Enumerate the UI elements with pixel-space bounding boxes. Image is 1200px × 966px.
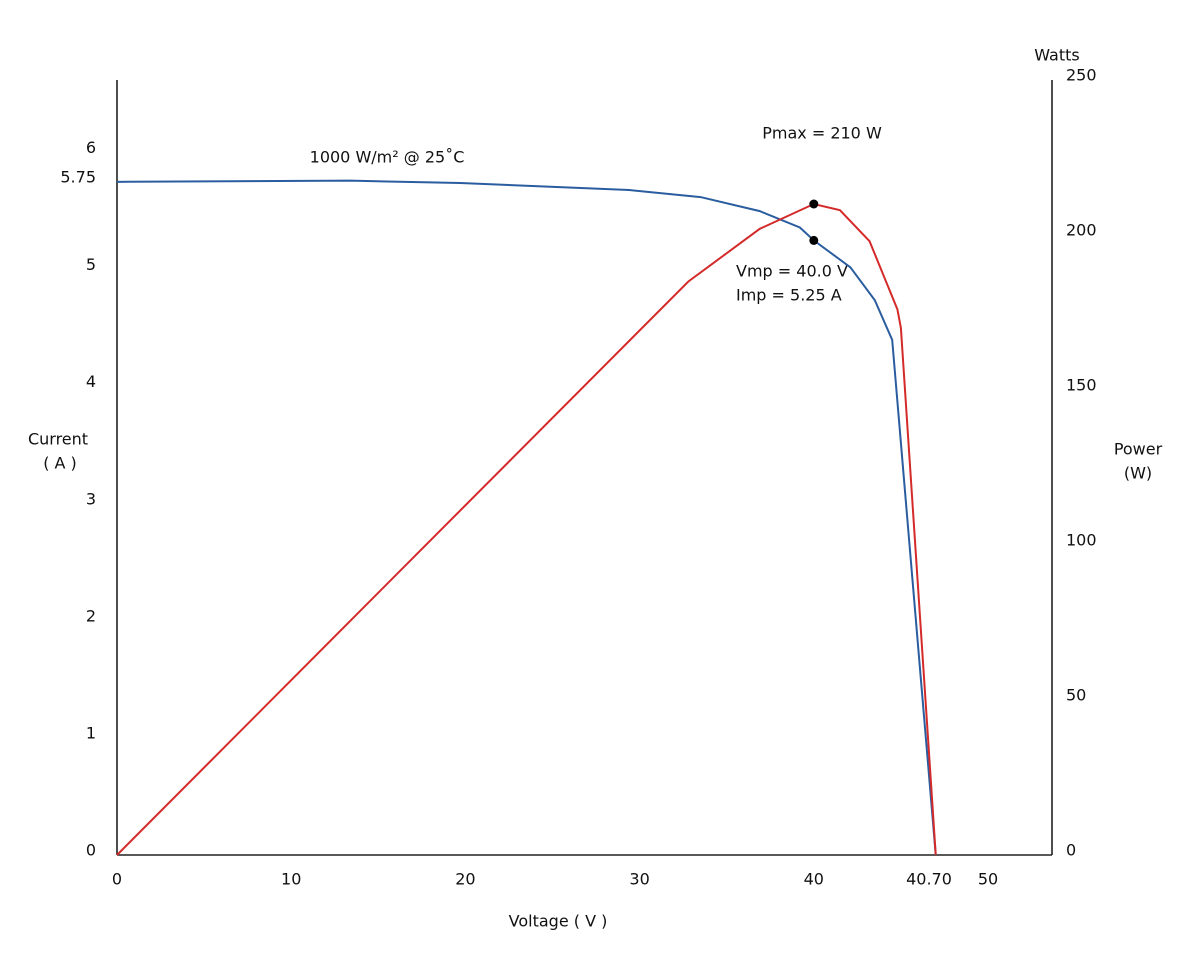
y2-tick-label: 150 — [1066, 376, 1097, 395]
x-tick-label: 50 — [978, 870, 998, 889]
x-axis-label: Voltage ( V ) — [509, 912, 608, 931]
series-line — [116, 202, 937, 856]
y-tick-label: 4 — [86, 372, 96, 391]
voc-label: 40.70 — [906, 870, 952, 889]
annotation: 1000 W/m² @ 25˚C — [310, 148, 465, 167]
y-tick-label: 0 — [86, 841, 96, 860]
max-power-point — [809, 199, 819, 209]
x-tick-label: 0 — [112, 870, 122, 889]
y2-tick-label: 250 — [1066, 66, 1097, 85]
y2-tick-label: 100 — [1066, 531, 1097, 550]
x-tick-label: 20 — [455, 870, 475, 889]
series-line — [116, 179, 937, 856]
y2-tick-label: 50 — [1066, 686, 1086, 705]
annotation: Vmp = 40.0 V — [736, 262, 848, 281]
y2-axis-title: Watts — [1034, 46, 1079, 65]
y2-tick-label: 200 — [1066, 221, 1097, 240]
y-tick-label: 5.75 — [60, 167, 96, 186]
y-tick-label: 5 — [86, 255, 96, 274]
annotation: Pmax = 210 W — [762, 124, 882, 143]
y2-axis-label: Power — [1114, 440, 1163, 459]
y2-tick-label: 0 — [1066, 841, 1076, 860]
max-power-point — [809, 235, 819, 245]
y2-axis-label: (W) — [1124, 464, 1152, 483]
x-tick-label: 30 — [629, 870, 649, 889]
annotation: Imp = 5.25 A — [736, 286, 842, 305]
x-tick-label: 10 — [281, 870, 301, 889]
x-tick-label: 40 — [804, 870, 824, 889]
y-tick-label: 3 — [86, 489, 96, 508]
y-axis-label: Current — [28, 430, 88, 449]
y-tick-label: 6 — [86, 138, 96, 157]
y-tick-label: 2 — [86, 606, 96, 625]
y-axis-label: ( A ) — [43, 454, 77, 473]
y-tick-label: 1 — [86, 723, 96, 742]
